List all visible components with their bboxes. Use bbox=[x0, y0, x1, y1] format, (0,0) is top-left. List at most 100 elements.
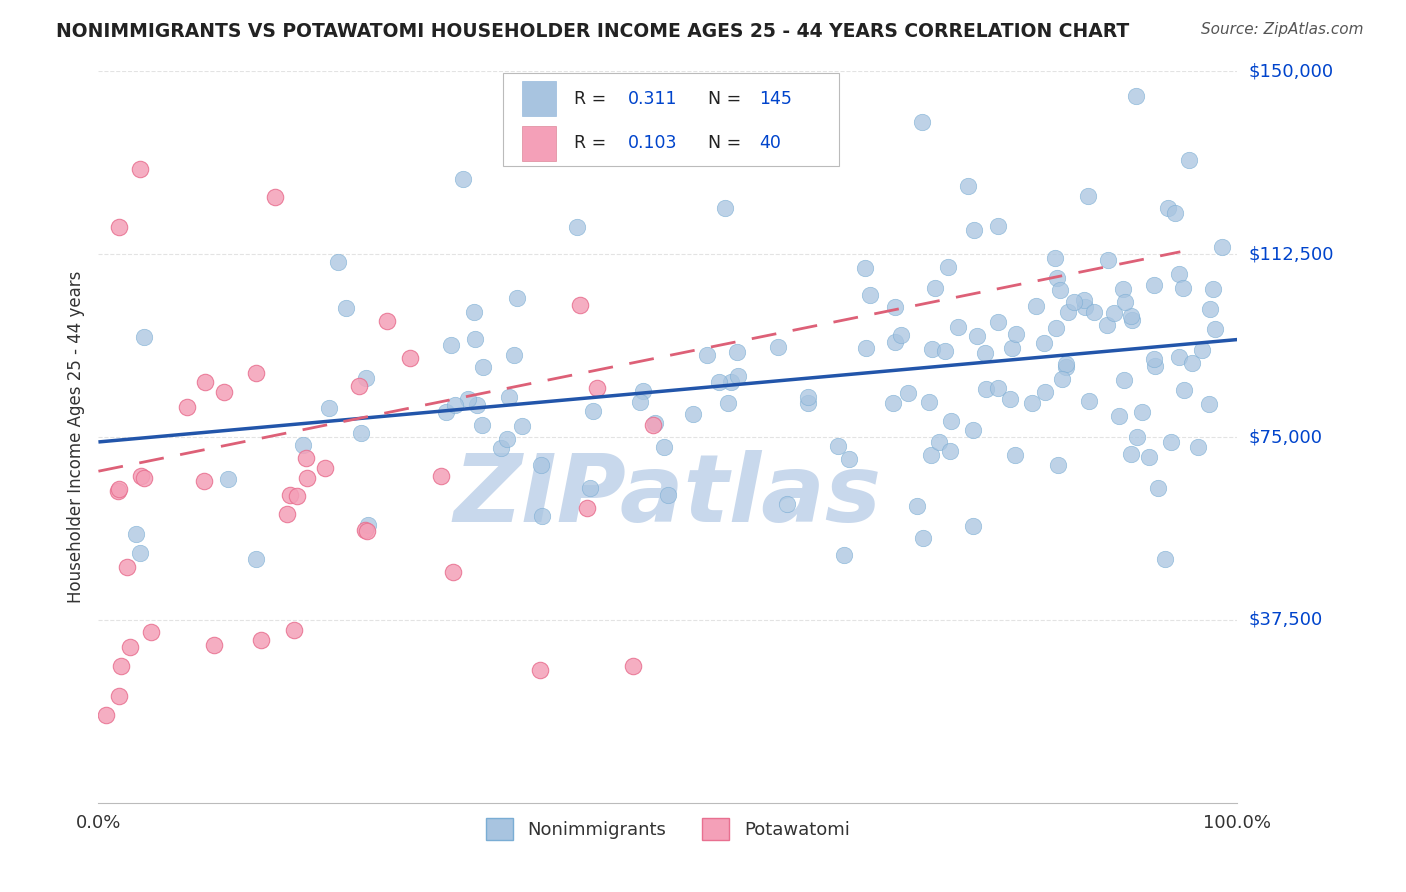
Point bbox=[966, 329, 988, 343]
Point bbox=[530, 458, 553, 472]
Point bbox=[1102, 306, 1125, 320]
Point bbox=[1199, 302, 1222, 317]
Point bbox=[506, 291, 529, 305]
Point bbox=[326, 254, 349, 268]
Point bbox=[1045, 321, 1067, 335]
Point bbox=[987, 381, 1010, 395]
FancyBboxPatch shape bbox=[522, 81, 557, 116]
Point bbox=[276, 507, 298, 521]
Point bbox=[1073, 293, 1095, 308]
Point bbox=[1126, 429, 1149, 443]
Point bbox=[1173, 281, 1195, 295]
Point bbox=[530, 509, 553, 524]
Text: $150,000: $150,000 bbox=[1249, 62, 1333, 80]
Point bbox=[1097, 253, 1119, 268]
Text: ZIPatlas: ZIPatlas bbox=[454, 450, 882, 541]
Point bbox=[717, 396, 740, 410]
Point bbox=[110, 659, 132, 673]
Point bbox=[973, 346, 995, 360]
Text: R =: R = bbox=[575, 90, 607, 108]
Point bbox=[129, 546, 152, 560]
Point bbox=[1054, 357, 1077, 371]
Point bbox=[936, 260, 959, 275]
Point bbox=[350, 425, 373, 440]
Point bbox=[471, 417, 494, 432]
Text: R =: R = bbox=[575, 135, 607, 153]
Point bbox=[141, 625, 163, 640]
Point bbox=[193, 475, 215, 489]
Point bbox=[1168, 350, 1191, 364]
Point bbox=[1035, 385, 1057, 400]
Point bbox=[714, 201, 737, 215]
Point bbox=[600, 137, 623, 152]
Point bbox=[905, 499, 928, 513]
Point bbox=[132, 471, 155, 485]
Point bbox=[318, 401, 340, 416]
Point bbox=[1108, 409, 1130, 423]
Point bbox=[962, 423, 984, 437]
Point bbox=[193, 376, 215, 390]
Point bbox=[725, 345, 748, 359]
Point bbox=[1125, 88, 1147, 103]
Point bbox=[1121, 313, 1143, 327]
Point bbox=[720, 375, 742, 389]
Point bbox=[565, 220, 588, 235]
Point bbox=[858, 288, 880, 302]
Text: $75,000: $75,000 bbox=[1249, 428, 1323, 446]
Point bbox=[356, 371, 378, 385]
Point bbox=[1004, 448, 1026, 462]
Point bbox=[107, 483, 129, 498]
Point bbox=[569, 298, 592, 312]
Point bbox=[245, 366, 267, 380]
Point bbox=[1143, 359, 1166, 373]
Point bbox=[1191, 343, 1213, 358]
Point bbox=[918, 395, 941, 409]
Point bbox=[335, 301, 357, 315]
Point bbox=[295, 471, 318, 485]
Point bbox=[1202, 282, 1225, 296]
Point bbox=[884, 334, 907, 349]
Legend: Nonimmigrants, Potawatomi: Nonimmigrants, Potawatomi bbox=[477, 808, 859, 848]
Point bbox=[631, 384, 654, 399]
Y-axis label: Householder Income Ages 25 - 44 years: Householder Income Ages 25 - 44 years bbox=[66, 271, 84, 603]
Point bbox=[657, 488, 679, 502]
Point bbox=[957, 178, 980, 193]
Point bbox=[489, 441, 512, 455]
Point bbox=[963, 223, 986, 237]
Point bbox=[357, 517, 380, 532]
Point bbox=[440, 338, 463, 352]
Point bbox=[529, 663, 551, 677]
Point bbox=[107, 689, 129, 703]
Point bbox=[1168, 268, 1191, 282]
Point bbox=[264, 190, 287, 204]
Point bbox=[628, 395, 651, 409]
Point bbox=[294, 450, 316, 465]
Point bbox=[924, 281, 946, 295]
Point bbox=[884, 301, 907, 315]
Point bbox=[354, 523, 377, 537]
Point bbox=[1173, 383, 1195, 397]
Point bbox=[283, 623, 305, 637]
Text: N =: N = bbox=[707, 135, 741, 153]
Point bbox=[920, 448, 942, 462]
Point bbox=[1000, 392, 1022, 407]
Point bbox=[108, 220, 131, 235]
Point bbox=[1005, 327, 1028, 342]
Point bbox=[1083, 305, 1105, 319]
Point bbox=[1049, 283, 1071, 297]
Point bbox=[1143, 351, 1166, 366]
Point bbox=[1187, 441, 1209, 455]
Point bbox=[465, 398, 488, 412]
Point bbox=[682, 407, 704, 421]
Point bbox=[838, 452, 860, 467]
Point bbox=[1047, 458, 1070, 473]
Point bbox=[827, 439, 849, 453]
Point bbox=[1046, 271, 1069, 285]
Point bbox=[1147, 481, 1170, 495]
Point bbox=[278, 488, 301, 502]
Point bbox=[1054, 360, 1077, 375]
Point bbox=[855, 341, 877, 355]
Point bbox=[451, 171, 474, 186]
Point bbox=[582, 403, 605, 417]
Point bbox=[621, 659, 644, 673]
